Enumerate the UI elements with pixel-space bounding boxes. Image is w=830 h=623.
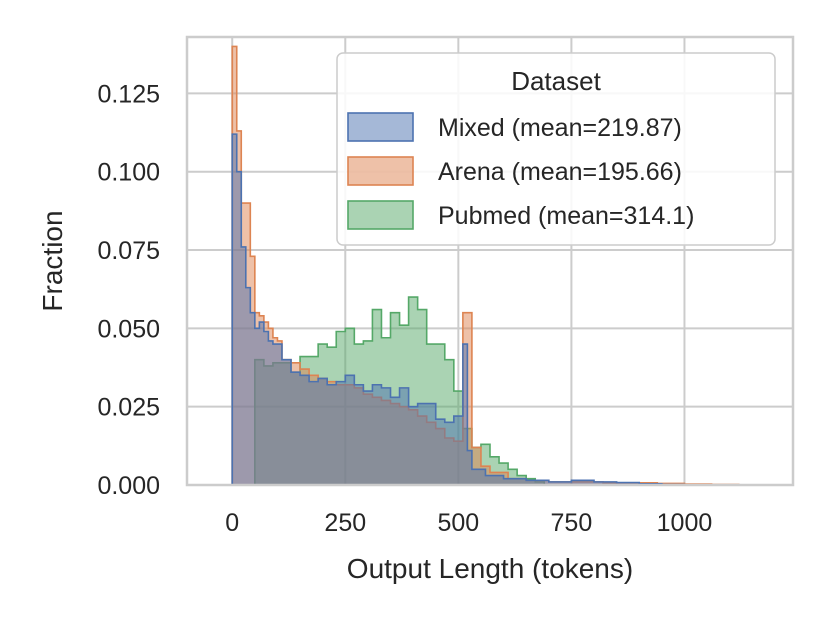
x-tick-label: 1000 <box>657 509 713 537</box>
x-tick-label: 500 <box>437 509 479 537</box>
legend-title: Dataset <box>511 66 601 96</box>
x-tick-label: 0 <box>225 509 239 537</box>
y-tick-label: 0.000 <box>97 472 160 500</box>
y-tick-label: 0.025 <box>97 394 160 422</box>
legend-label-pubmed: Pubmed (mean=314.1) <box>438 202 694 230</box>
x-axis-label: Output Length (tokens) <box>347 553 633 584</box>
legend-swatch-pubmed <box>347 200 414 230</box>
y-axis-label: Fraction <box>37 210 68 311</box>
series-mixed-histogram <box>231 133 686 486</box>
series-group <box>231 45 740 486</box>
y-tick-labels: 0.000 0.025 0.050 0.075 0.100 0.125 <box>97 80 160 500</box>
x-tick-label: 250 <box>324 509 366 537</box>
y-tick-label: 0.050 <box>97 315 160 343</box>
legend-box <box>336 52 776 246</box>
x-tick-label: 750 <box>551 509 593 537</box>
legend-label-mixed: Mixed (mean=219.87) <box>438 114 682 142</box>
legend: Dataset Mixed (mean=219.87) Arena (mean=1… <box>336 52 776 246</box>
x-tick-labels: 0 250 500 750 1000 <box>225 509 712 537</box>
legend-label-arena: Arena (mean=195.66) <box>438 158 682 186</box>
plot-frame <box>185 35 795 487</box>
y-tick-label: 0.125 <box>97 80 160 108</box>
legend-items: Mixed (mean=219.87) Arena (mean=195.66) Pu… <box>347 112 694 230</box>
legend-swatch-arena <box>347 156 414 186</box>
legend-swatch-mixed <box>347 112 414 142</box>
y-tick-label: 0.075 <box>97 237 160 265</box>
y-tick-label: 0.100 <box>97 159 160 187</box>
